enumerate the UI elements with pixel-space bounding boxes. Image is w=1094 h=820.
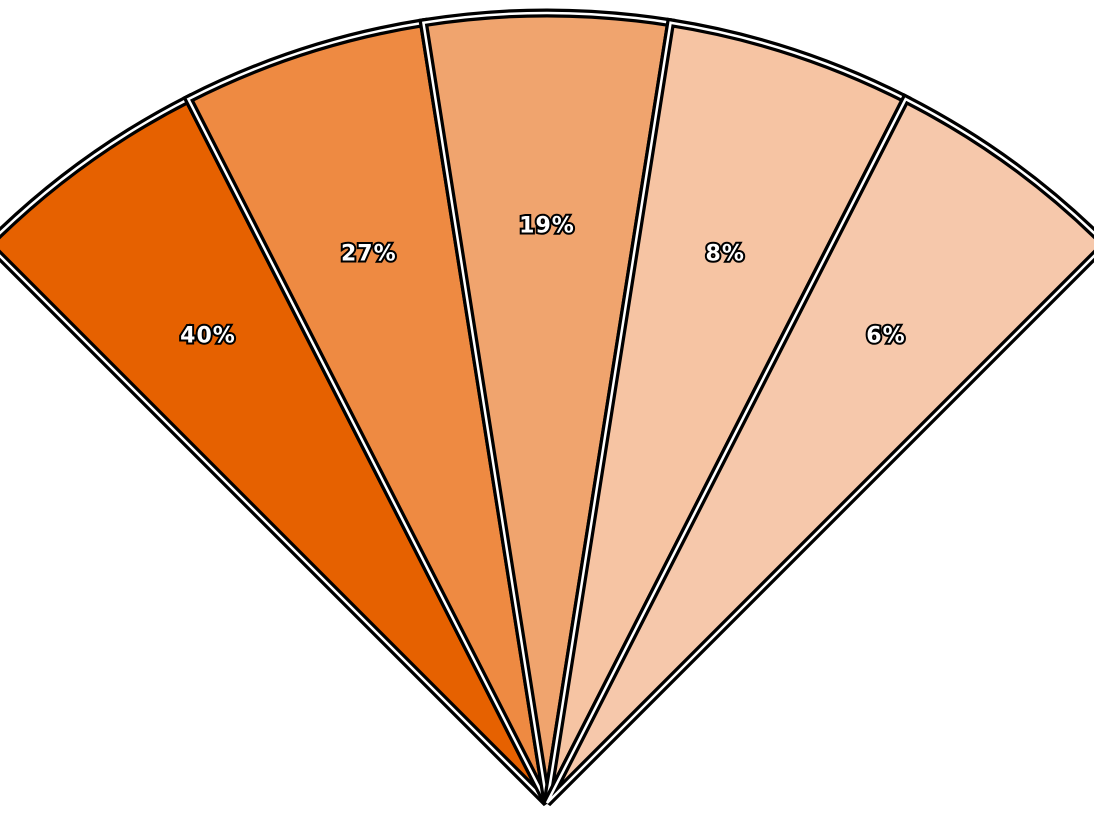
slice-3-label: 19%: [519, 213, 575, 238]
slice-5-label: 6%: [866, 323, 905, 348]
slice-4-label: 8%: [706, 242, 745, 267]
slice-2-highlight: [186, 21, 549, 804]
slice-1-highlight: [0, 97, 549, 804]
slices-group: [0, 8, 1094, 807]
slice-4-highlight: [545, 21, 908, 804]
slice-3-highlight: [421, 11, 673, 804]
labels-group: 40% 27% 19% 8% 6%: [178, 211, 906, 350]
slice-1-label: 40%: [180, 323, 236, 348]
slice-5-highlight: [545, 97, 1094, 804]
slice-2-label: 27%: [341, 242, 397, 267]
